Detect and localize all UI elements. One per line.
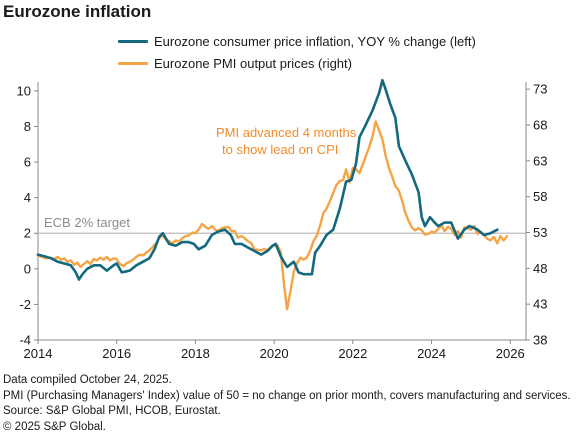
footnote-pmi-definition: PMI (Purchasing Managers' Index) value o… xyxy=(3,389,571,402)
left-axis: -4 -2 0 2 4 6 8 10 xyxy=(17,83,38,348)
left-tick-label: -2 xyxy=(19,297,31,312)
annotation-line: to show lead on CPI xyxy=(222,142,338,157)
right-tick-label: 58 xyxy=(533,189,547,204)
left-tick-label: 8 xyxy=(24,119,31,134)
x-tick-label: 2026 xyxy=(496,346,525,361)
x-tick-label: 2024 xyxy=(417,346,446,361)
right-tick-label: 68 xyxy=(533,118,547,133)
right-tick-label: 43 xyxy=(533,297,547,312)
x-tick-label: 2022 xyxy=(338,346,367,361)
reference-line-label: ECB 2% target xyxy=(44,215,130,230)
legend-label-pmi: Eurozone PMI output prices (right) xyxy=(154,55,352,71)
right-axis: 38 43 48 53 58 63 68 73 xyxy=(526,82,547,348)
x-tick-label: 2020 xyxy=(260,346,289,361)
left-tick-label: 2 xyxy=(24,226,31,241)
series-layer xyxy=(36,78,509,311)
annotation-group: PMI advanced 4 months to show lead on CPI xyxy=(216,125,357,157)
x-tick-label: 2018 xyxy=(181,346,210,361)
left-tick-label: -4 xyxy=(19,333,31,348)
x-tick-label: 2014 xyxy=(24,346,53,361)
right-tick-label: 48 xyxy=(533,261,547,276)
footnote-source: Source: S&P Global PMI, HCOB, Eurostat. xyxy=(3,405,221,417)
chart-title: Eurozone inflation xyxy=(3,2,152,21)
legend: Eurozone consumer price inflation, YOY %… xyxy=(118,30,476,74)
right-tick-label: 38 xyxy=(533,333,547,348)
left-tick-label: 0 xyxy=(24,261,31,276)
footnote-date: Data compiled October 24, 2025. xyxy=(3,374,172,386)
legend-item-cpi: Eurozone consumer price inflation, YOY %… xyxy=(118,30,476,52)
annotation-text: PMI advanced 4 months to show lead on CPI xyxy=(216,125,357,157)
right-tick-label: 53 xyxy=(533,225,547,240)
x-axis: 2014 2016 2018 2020 2022 2024 2026 xyxy=(24,340,525,361)
footnotes: Data compiled October 24, 2025. PMI (Pur… xyxy=(3,373,571,435)
footnote-copyright: © 2025 S&P Global. xyxy=(3,420,106,433)
left-tick-label: 4 xyxy=(24,190,31,205)
x-tick-label: 2016 xyxy=(102,346,131,361)
legend-swatch-pmi xyxy=(118,61,148,65)
legend-item-pmi: Eurozone PMI output prices (right) xyxy=(118,52,476,74)
left-tick-label: 10 xyxy=(17,83,31,98)
legend-swatch-cpi xyxy=(118,39,148,43)
plot-area xyxy=(37,82,527,341)
cpi-series-line xyxy=(36,78,499,281)
legend-label-cpi: Eurozone consumer price inflation, YOY %… xyxy=(154,33,476,49)
left-tick-label: 6 xyxy=(24,155,31,170)
annotation-line: PMI advanced 4 months xyxy=(216,125,357,140)
right-tick-label: 73 xyxy=(533,82,547,97)
reference-line-group: ECB 2% target xyxy=(38,215,526,234)
right-tick-label: 63 xyxy=(533,153,547,168)
